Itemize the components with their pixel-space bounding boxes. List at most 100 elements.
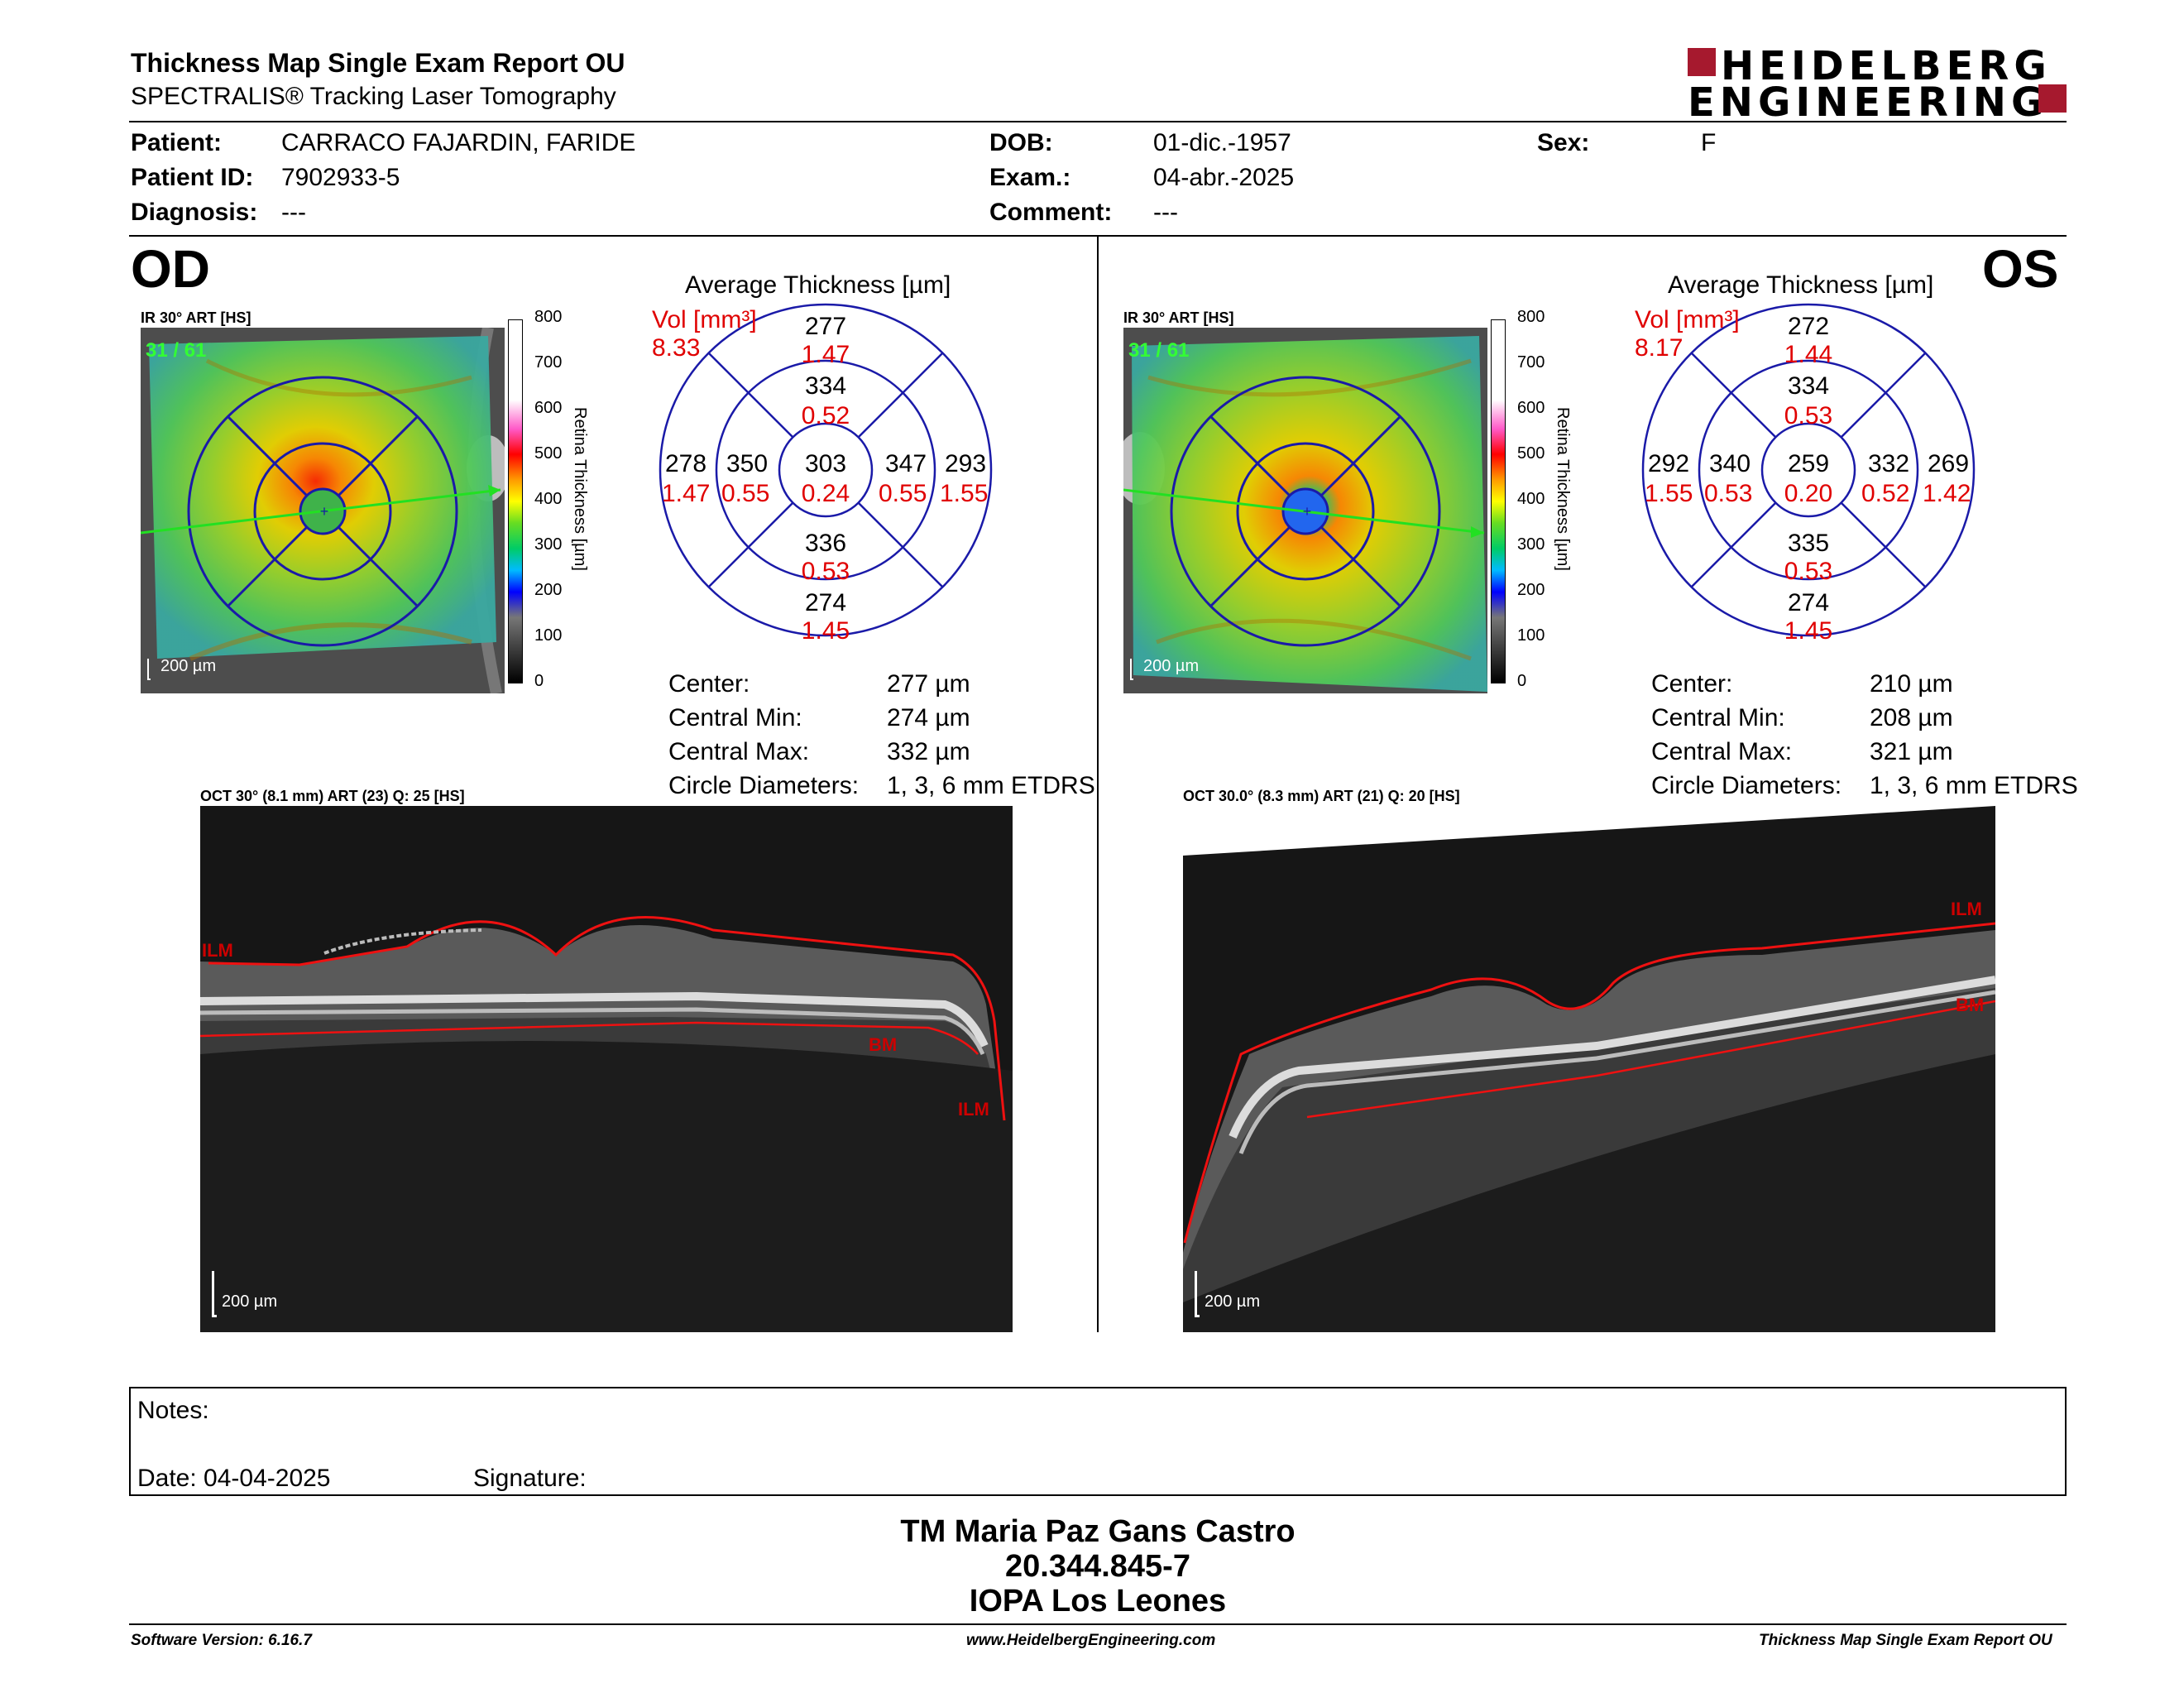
diagnosis-value: --- bbox=[281, 199, 306, 226]
comment-label: Comment: bbox=[989, 199, 1113, 226]
od-inner-temp-volume: 0.55 bbox=[879, 480, 927, 507]
os-max-label: Central Max: bbox=[1651, 738, 1793, 765]
od-cbar-tick-600: 600 bbox=[534, 399, 563, 417]
od-ilm-label: ILM bbox=[958, 1099, 989, 1120]
os-center-value: 210 µm bbox=[1870, 670, 1953, 698]
od-max-value: 332 µm bbox=[887, 738, 970, 765]
os-inner-temp-thickness: 340 bbox=[1709, 450, 1751, 477]
signature-label: Signature: bbox=[473, 1465, 587, 1492]
od-bm-label: BM bbox=[869, 1034, 898, 1055]
os-fundus-image: + 31 / 61 200 µm bbox=[1123, 328, 1487, 693]
os-frames-counter: 31 / 61 bbox=[1128, 339, 1190, 362]
od-min-label: Central Min: bbox=[668, 704, 802, 731]
center-divider bbox=[1097, 237, 1099, 1332]
os-inner-inf-thickness: 335 bbox=[1787, 530, 1830, 557]
os-outer-sup-volume: 1.44 bbox=[1784, 341, 1833, 368]
notes-box[interactable]: Notes: Date: 04-04-2025 Signature: bbox=[129, 1387, 2067, 1496]
os-oct-svg bbox=[1183, 806, 1995, 1332]
heidelberg-logo: HEIDELBERG ENGINEERING bbox=[1688, 43, 2068, 122]
od-outer-inf-volume: 1.45 bbox=[801, 617, 850, 645]
od-outer-temp-thickness: 293 bbox=[945, 450, 987, 477]
od-oct-scan: ILM BM ILM 200 µm bbox=[200, 806, 1013, 1332]
od-outer-nas-volume: 1.47 bbox=[662, 480, 711, 507]
od-outer-sup-thickness: 277 bbox=[804, 313, 847, 340]
od-inner-temp-thickness: 347 bbox=[885, 450, 927, 477]
od-scale-bar bbox=[147, 659, 151, 680]
os-outer-nas-volume: 1.42 bbox=[1923, 480, 1971, 507]
od-inner-inf-volume: 0.53 bbox=[801, 558, 850, 585]
os-outer-inf-volume: 1.45 bbox=[1784, 617, 1833, 645]
os-inner-inf-volume: 0.53 bbox=[1784, 558, 1833, 585]
diagnosis-label: Diagnosis: bbox=[131, 199, 258, 226]
od-inner-nas-thickness: 350 bbox=[726, 450, 769, 477]
os-colorbar-title: Retina Thickness [µm] bbox=[1554, 407, 1572, 571]
od-frames-counter: 31 / 61 bbox=[146, 339, 207, 362]
od-center-label: Center: bbox=[668, 670, 750, 698]
signer-name: TM Maria Paz Gans Castro bbox=[900, 1514, 1296, 1549]
od-ir-label: IR 30° ART [HS] bbox=[141, 309, 251, 326]
os-cbar-tick-300: 300 bbox=[1517, 535, 1545, 554]
od-cbar-tick-300: 300 bbox=[534, 535, 563, 554]
os-oct-scale-bar bbox=[1195, 1271, 1200, 1317]
sex-label: Sex: bbox=[1537, 129, 1590, 156]
od-cbar-tick-800: 800 bbox=[534, 308, 563, 326]
os-center-thickness: 259 bbox=[1787, 450, 1830, 477]
od-eye-label: OD bbox=[131, 239, 210, 299]
os-oct-label: OCT 30.0° (8.3 mm) ART (21) Q: 20 [HS] bbox=[1183, 788, 1460, 804]
os-circle-value: 1, 3, 6 mm ETDRS bbox=[1870, 772, 2078, 799]
svg-text:+: + bbox=[320, 503, 329, 520]
od-colorbar bbox=[508, 319, 523, 683]
os-ir-label: IR 30° ART [HS] bbox=[1123, 309, 1234, 326]
od-fundus-image: + 31 / 61 200 µm bbox=[141, 328, 505, 693]
comment-value: --- bbox=[1153, 199, 1178, 226]
od-etdrs-grid bbox=[659, 303, 993, 637]
os-scale-text: 200 µm bbox=[1143, 657, 1200, 675]
od-scale-text: 200 µm bbox=[160, 657, 217, 675]
os-outer-temp-thickness: 292 bbox=[1648, 450, 1690, 477]
logo-text-line1: HEIDELBERG bbox=[1721, 43, 2052, 89]
os-outer-inf-thickness: 274 bbox=[1787, 589, 1830, 616]
exam-value: 04-abr.-2025 bbox=[1153, 164, 1295, 191]
os-outer-temp-volume: 1.55 bbox=[1645, 480, 1693, 507]
footer-report-name: Thickness Map Single Exam Report OU bbox=[1759, 1632, 2052, 1649]
od-vol-value: 8.33 bbox=[652, 334, 701, 362]
od-min-value: 274 µm bbox=[887, 704, 970, 731]
os-inner-sup-volume: 0.53 bbox=[1784, 402, 1833, 429]
dob-label: DOB: bbox=[989, 129, 1053, 156]
od-cbar-tick-0: 0 bbox=[534, 672, 544, 690]
patient-id-label: Patient ID: bbox=[131, 164, 254, 191]
os-scale-bar bbox=[1130, 659, 1133, 680]
patient-id-value: 7902933-5 bbox=[281, 164, 400, 191]
os-inner-nas-volume: 0.52 bbox=[1861, 480, 1910, 507]
svg-text:+: + bbox=[1303, 503, 1312, 520]
software-version: Software Version: 6.16.7 bbox=[131, 1632, 312, 1649]
website-link[interactable]: www.HeidelbergEngineering.com bbox=[966, 1632, 1216, 1649]
od-inner-nas-volume: 0.55 bbox=[721, 480, 770, 507]
os-bm-label: BM bbox=[1956, 995, 1985, 1015]
dob-value: 01-dic.-1957 bbox=[1153, 129, 1291, 156]
logo-text-line2: ENGINEERING bbox=[1688, 79, 2049, 126]
os-outer-nas-thickness: 269 bbox=[1928, 450, 1970, 477]
od-oct-scale-text: 200 µm bbox=[222, 1292, 278, 1311]
os-ilm-label: ILM bbox=[1951, 899, 1982, 919]
od-cbar-tick-200: 200 bbox=[534, 581, 563, 599]
os-center-label: Center: bbox=[1651, 670, 1733, 698]
footer-divider bbox=[129, 1623, 2067, 1625]
os-cbar-tick-600: 600 bbox=[1517, 399, 1545, 417]
os-outer-sup-thickness: 272 bbox=[1787, 313, 1830, 340]
od-outer-inf-thickness: 274 bbox=[804, 589, 847, 616]
os-cbar-tick-800: 800 bbox=[1517, 308, 1545, 326]
os-vol-value: 8.17 bbox=[1635, 334, 1684, 362]
od-ilm-label-left: ILM bbox=[202, 940, 233, 961]
signer-org: IOPA Los Leones bbox=[969, 1584, 1227, 1618]
signer-id: 20.344.845-7 bbox=[1005, 1549, 1190, 1584]
od-circle-label: Circle Diameters: bbox=[668, 772, 860, 799]
od-center-thickness: 303 bbox=[804, 450, 847, 477]
od-colorbar-title: Retina Thickness [µm] bbox=[571, 407, 589, 571]
os-max-value: 321 µm bbox=[1870, 738, 1953, 765]
header-divider bbox=[129, 121, 2067, 122]
os-cbar-tick-0: 0 bbox=[1517, 672, 1527, 690]
od-center-value: 277 µm bbox=[887, 670, 970, 698]
patient-value: CARRACO FAJARDIN, FARIDE bbox=[281, 129, 636, 156]
os-inner-temp-volume: 0.53 bbox=[1704, 480, 1753, 507]
